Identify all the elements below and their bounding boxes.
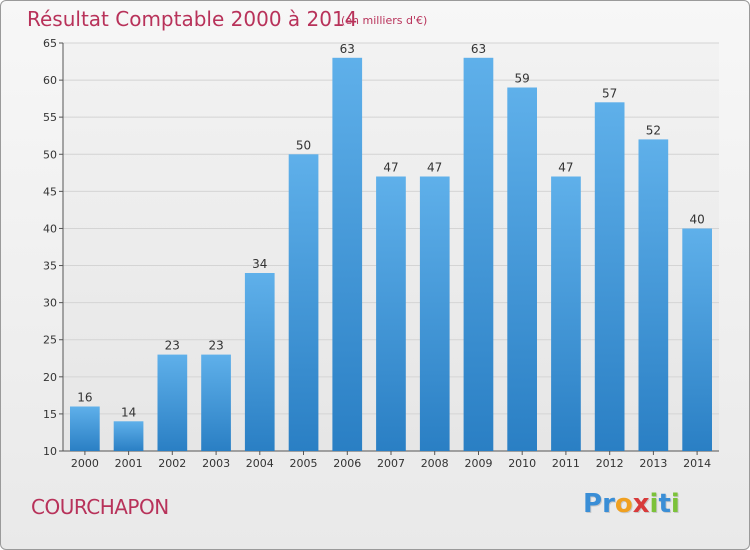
x-tick-label-2007: 2007 xyxy=(377,457,405,470)
bar-2013 xyxy=(638,139,669,451)
y-tick-label: 10 xyxy=(43,445,57,458)
data-label-2008: 47 xyxy=(427,161,442,175)
logo-letter: x xyxy=(632,489,650,519)
bar-2011 xyxy=(551,176,581,451)
data-label-2013: 52 xyxy=(646,123,661,137)
logo-letter: i xyxy=(649,489,659,519)
bar-2008 xyxy=(419,176,450,451)
y-tick-label: 60 xyxy=(43,74,57,87)
y-tick-label: 35 xyxy=(43,260,57,273)
bar-2010 xyxy=(507,87,537,451)
x-tick-label-2012: 2012 xyxy=(596,457,624,470)
x-tick-label-2011: 2011 xyxy=(552,457,580,470)
data-label-2007: 47 xyxy=(383,161,398,175)
bar-2004 xyxy=(244,273,275,451)
y-tick-label: 65 xyxy=(43,37,57,50)
chart-title: Résultat Comptable 2000 à 2014 xyxy=(27,7,358,31)
data-label-2009: 63 xyxy=(471,42,486,56)
x-tick-label-2004: 2004 xyxy=(246,457,274,470)
y-tick-label: 40 xyxy=(43,222,57,235)
y-tick-label: 45 xyxy=(43,185,57,198)
bar-2014 xyxy=(682,228,712,451)
data-label-2014: 40 xyxy=(689,213,704,227)
y-tick-label: 55 xyxy=(43,111,57,124)
logo-letter: o xyxy=(614,489,633,519)
x-tick-label-2002: 2002 xyxy=(158,457,186,470)
x-tick-label-2013: 2013 xyxy=(639,457,667,470)
bar-2002 xyxy=(157,354,188,451)
proxiti-logo: Proxiti xyxy=(583,489,680,519)
y-tick-label: 25 xyxy=(43,334,57,347)
x-tick-label-2003: 2003 xyxy=(202,457,230,470)
logo-letter: i xyxy=(670,489,680,519)
bar-2012 xyxy=(594,102,625,452)
y-tick-label: 20 xyxy=(43,371,57,384)
town-name: COURCHAPON xyxy=(31,495,169,519)
data-label-2002: 23 xyxy=(165,339,180,353)
data-label-2001: 14 xyxy=(121,405,136,419)
plot-area: 10 15 20 25 30 35 40 45 50 55 60 65 16 2000 14 2001 23 20… xyxy=(43,37,719,470)
logo-letter: P xyxy=(583,489,603,519)
x-tick-label-2001: 2001 xyxy=(115,457,143,470)
bar-2001 xyxy=(113,421,144,451)
x-tick-label-2014: 2014 xyxy=(683,457,711,470)
x-tick-label-2009: 2009 xyxy=(465,457,493,470)
data-label-2004: 34 xyxy=(252,257,267,271)
chart-subtitle: (en milliers d'€) xyxy=(341,14,428,27)
logo-letter: t xyxy=(658,489,671,519)
x-tick-label-2008: 2008 xyxy=(421,457,449,470)
y-tick-label: 30 xyxy=(43,297,57,310)
data-label-2011: 47 xyxy=(558,161,573,175)
data-label-2000: 16 xyxy=(77,391,92,405)
bar-2000 xyxy=(70,406,100,451)
x-tick-label-2000: 2000 xyxy=(71,457,99,470)
logo-letter: r xyxy=(602,489,615,519)
bar-2007 xyxy=(376,176,406,451)
data-label-2005: 50 xyxy=(296,138,311,152)
data-label-2012: 57 xyxy=(602,86,617,100)
y-tick-label: 50 xyxy=(43,148,57,161)
bar-2006 xyxy=(332,57,363,452)
data-label-2006: 63 xyxy=(340,42,355,56)
bar-2009 xyxy=(463,57,494,452)
x-tick-label-2010: 2010 xyxy=(508,457,536,470)
x-tick-label-2006: 2006 xyxy=(333,457,361,470)
data-label-2003: 23 xyxy=(208,339,223,353)
bar-2005 xyxy=(288,154,319,452)
bar-2003 xyxy=(201,354,231,451)
data-label-2010: 59 xyxy=(515,72,530,86)
y-tick-label: 15 xyxy=(43,408,57,421)
x-tick-label-2005: 2005 xyxy=(290,457,318,470)
